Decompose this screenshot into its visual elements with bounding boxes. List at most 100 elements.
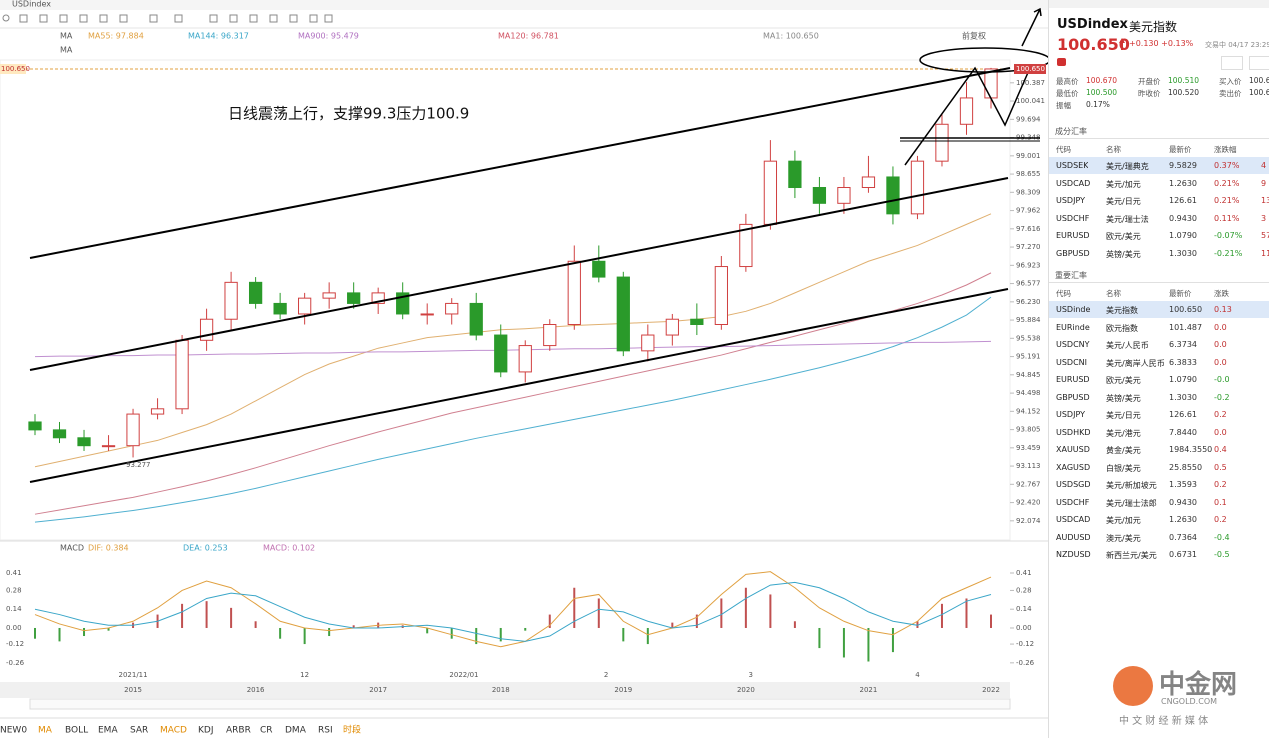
y-tick-label: 95.191 [1016,353,1041,361]
cell[interactable]: XAGUSD [1056,462,1091,472]
y-tick-label: 94.152 [1016,407,1041,415]
candle-body [322,292,336,299]
column-header: 最新价 [1169,145,1192,154]
cell[interactable]: USDCNI [1056,357,1088,367]
macd-bar [695,614,698,628]
cell[interactable]: USDCNY [1056,340,1090,349]
macd-bar [254,621,257,628]
stat-value: 100.500 [1086,88,1118,97]
indicator-tab[interactable]: MACD [160,726,187,736]
candle-body [248,281,263,304]
candle-body [837,187,851,204]
cell[interactable]: 0.21% [1214,178,1240,188]
stat-label: 卖出价 [1219,89,1242,98]
macd-bar [573,587,576,628]
cell[interactable]: USDCAD [1056,178,1091,188]
cell[interactable]: USDCHF [1056,213,1090,223]
quote-change: +0.130 +0.13% [1129,39,1194,48]
cell[interactable]: GBPUSD [1056,248,1090,258]
column-header: 涨跌 [1214,289,1229,298]
macd-bar [230,607,233,628]
indicator-tab[interactable]: RSI [318,726,333,736]
quote-name: 美元指数 [1129,20,1178,34]
indicator-tab[interactable]: SAR [130,726,148,736]
watermark-brand: 中金网 [1159,670,1238,700]
cell[interactable]: USDSEK [1056,161,1089,170]
cell: 1.3030 [1169,392,1197,402]
cell[interactable]: 0.11% [1214,213,1240,223]
scrollbar[interactable] [29,698,1011,710]
cell: 美元/港元 [1106,428,1141,438]
cell[interactable]: USDSGD [1056,480,1091,489]
y-tick-label: 0.14 [6,605,22,613]
date-label: 2 [604,671,608,679]
last-price-label: 100.650 [1016,65,1045,73]
date-label: 2022/01 [449,671,478,679]
cell[interactable]: USDJPY [1056,410,1085,419]
quote-symbol: USDindex [1057,17,1128,32]
cell[interactable]: USDCHF [1056,497,1090,507]
y-tick-label: 0.41 [1016,569,1032,577]
cell: 101.487 [1169,322,1203,332]
candle-body [714,266,728,326]
cell[interactable]: EURinde [1056,322,1090,332]
cell[interactable]: USDinde [1056,305,1091,314]
legend-item: MA1: 100.650 [763,32,819,41]
bell-button[interactable] [1221,56,1243,70]
cell: 英镑/美元 [1106,249,1141,259]
indicator-tab[interactable]: DMA [285,726,307,736]
cell: 0.4 [1214,445,1227,454]
cell: 0.9430 [1169,213,1197,223]
cell: 欧元指数 [1106,323,1138,333]
cell: 0.1 [1214,497,1227,507]
cell[interactable]: -0.07% [1214,231,1243,240]
adjust-button[interactable]: 前复权 [962,31,986,41]
y-tick-label: 99.001 [1016,152,1041,160]
flag-icon [1057,58,1066,66]
cell[interactable]: 0.21% [1214,196,1240,205]
stat-label: 最低价 [1056,89,1079,98]
cell[interactable]: USDHKD [1056,427,1091,437]
macd-bar [58,627,61,642]
cell[interactable]: 0.37% [1214,161,1240,170]
symbol-tab[interactable]: USDindex [12,0,51,9]
y-tick-label: 94.498 [1016,389,1041,397]
y-tick-label: 0.28 [1016,586,1032,594]
cell[interactable]: XAUUSD [1056,445,1090,454]
indicator-tab[interactable]: KDJ [198,726,214,736]
indicator-tab[interactable]: 时段 [343,724,361,736]
cell[interactable]: GBPUSD [1056,392,1090,402]
y-tick-label: 0.28 [6,586,22,594]
candle-body [788,160,802,189]
cell[interactable]: AUDUSD [1056,532,1091,542]
indicator-tab[interactable]: BOLL [65,726,88,736]
up-arrow [1119,38,1125,50]
candle-body [469,302,483,336]
indicator-tab[interactable]: NEW0 [0,726,27,736]
low-label: 93.277 [126,461,151,469]
cell: 黄金/美元 [1106,446,1141,455]
macd-line [34,581,992,642]
cell[interactable]: -0.21% [1214,248,1243,258]
ma-line [34,340,992,358]
macd-bar [279,627,282,639]
candle-body [77,437,91,447]
trade-button[interactable] [1249,56,1269,70]
indicator-tab[interactable]: CR [260,726,273,736]
indicator-tab[interactable]: MA [38,726,53,736]
indicator-tab[interactable]: ARBR [226,726,251,736]
cell: 9 [1261,178,1267,188]
price-series: 100.387100.04199.69499.34899.00198.65598… [28,67,1045,525]
cell: 美元/离岸人民币 [1106,358,1165,368]
date-label: 12 [300,671,309,679]
cell: -0.4 [1214,532,1230,542]
cell[interactable]: USDCAD [1056,515,1091,524]
toolbar [2,14,333,23]
cell[interactable]: EURUSD [1056,231,1090,240]
indicator-tab[interactable]: EMA [98,726,118,736]
cell[interactable]: USDJPY [1056,196,1085,205]
cell: 1.0790 [1169,231,1197,240]
cell[interactable]: NZDUSD [1056,550,1091,559]
cell[interactable]: EURUSD [1056,375,1090,384]
